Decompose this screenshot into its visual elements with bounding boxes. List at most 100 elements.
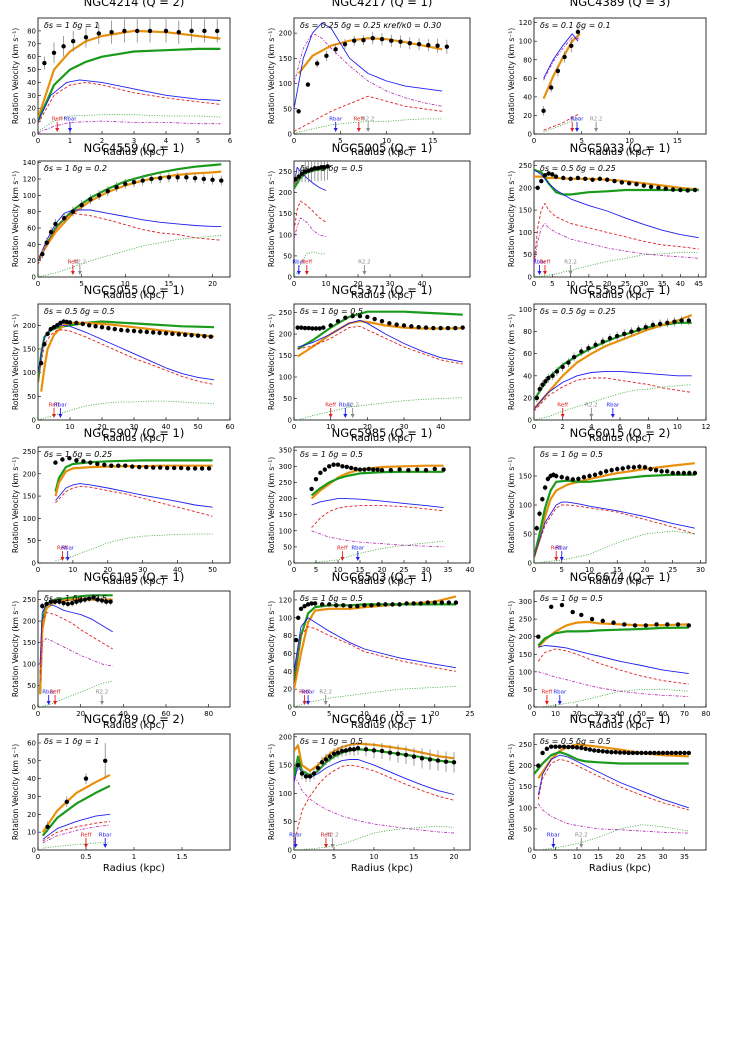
- data-point: [311, 771, 317, 776]
- y-tick-label: 50: [523, 686, 532, 694]
- x-tick-label: 3: [132, 137, 136, 145]
- radius-marker-label: Reff: [57, 546, 68, 552]
- radius-marker-arrow: [324, 844, 328, 848]
- radius-marker-arrow: [559, 557, 564, 561]
- data-point: [569, 43, 574, 49]
- data-point: [534, 395, 540, 401]
- chart-title: NGC5033 (Q = 1): [570, 141, 671, 155]
- data-point: [195, 333, 201, 338]
- data-point: [453, 325, 458, 331]
- data-point: [61, 215, 67, 221]
- data-point: [71, 39, 76, 44]
- data-point: [322, 467, 327, 472]
- y-tick-label: 20: [27, 105, 36, 113]
- y-tick-label: 120: [519, 19, 532, 27]
- data-point: [411, 754, 417, 759]
- series-line-dashdot_magenta: [38, 120, 221, 134]
- y-axis-label: Rotation Velocity (km s⁻¹): [507, 601, 516, 697]
- y-tick-label: 50: [27, 757, 36, 765]
- series-line-dotted_green: [543, 116, 581, 133]
- y-tick-label: 0: [32, 131, 36, 139]
- y-axis-label: Rotation Velocity (km s⁻¹): [507, 744, 516, 840]
- data-point: [342, 42, 348, 47]
- radius-marker-label: Reff: [321, 833, 332, 839]
- series-line-dotted_green: [55, 533, 213, 562]
- data-point: [78, 598, 83, 603]
- parameter-annotation: δs = 1 δg = 0.5: [300, 737, 363, 746]
- data-point: [119, 327, 124, 333]
- x-tick-label: 30: [138, 566, 147, 574]
- chart-panel: NGC5371 (Q = 1)0 10 20 30 40050100150200250R…: [267, 283, 471, 444]
- data-point: [536, 763, 541, 768]
- x-axis-label: Radius (kpc): [589, 576, 651, 587]
- parameter-annotation: δs = 1 δg = 0.5: [300, 307, 363, 316]
- chart-panel: NGC4214 (Q = 2)0 1 2 3 4 5 601020304050607080R…: [11, 0, 233, 158]
- data-point: [333, 47, 338, 52]
- x-axis-label: Radius (kpc): [351, 290, 413, 301]
- data-point: [672, 319, 677, 324]
- data-point: [537, 511, 542, 516]
- series-line-dashdot_magenta: [294, 32, 443, 107]
- chart-panel: NGC5055 (Q = 1)0 10 20 30 40 50 60050100150200…: [11, 283, 234, 444]
- chart-panel: NGC6789 (Q = 2) 0 0.5 1 1.5 0 10 20 30 40 50 60 Radi…: [11, 712, 231, 874]
- series-line-dashed_red: [294, 626, 456, 681]
- series-line-newtonian_blue: [38, 79, 221, 122]
- x-axis-label: Radius (kpc): [351, 147, 413, 158]
- y-tick-label: 50: [523, 251, 532, 259]
- y-tick-label: 200: [279, 733, 292, 741]
- y-tick-label: 140: [23, 159, 36, 167]
- data-point: [570, 744, 575, 750]
- y-tick-label: 10: [27, 829, 36, 837]
- chart-title: NGC5585 (Q = 1): [570, 283, 671, 297]
- data-point: [571, 354, 577, 360]
- data-point: [678, 750, 683, 756]
- data-point: [343, 748, 349, 753]
- data-point: [55, 323, 60, 328]
- series-line-model_green: [54, 459, 213, 492]
- data-point: [679, 318, 684, 323]
- radius-marker-label: Rbar: [289, 833, 303, 839]
- radius-marker-arrow: [350, 414, 355, 418]
- parameter-annotation: δs = 1 δg = 0.5: [44, 594, 107, 603]
- y-tick-label: 0: [32, 274, 36, 282]
- y-tick-label: 200: [279, 30, 292, 38]
- data-point: [65, 601, 71, 607]
- radius-marker-arrow: [579, 844, 584, 848]
- data-point: [39, 360, 44, 366]
- data-point: [355, 603, 360, 609]
- radius-marker-arrow: [537, 271, 542, 275]
- data-point: [296, 109, 301, 114]
- plot-frame: [37, 160, 231, 278]
- data-point: [586, 345, 591, 351]
- data-point: [295, 762, 301, 768]
- data-point: [549, 744, 554, 749]
- data-point: [202, 28, 207, 34]
- x-tick-label: 10: [625, 137, 634, 145]
- data-point: [619, 180, 625, 185]
- data-point: [144, 464, 149, 470]
- series-line-dashdot_magenta: [294, 217, 327, 240]
- data-point: [583, 746, 588, 751]
- chart-title: NGC5371 (Q = 1): [332, 283, 433, 297]
- radius-marker-label: R2.2: [346, 403, 359, 409]
- data-point: [550, 172, 555, 177]
- y-tick-label: 0: [528, 560, 532, 568]
- data-point: [423, 325, 429, 330]
- data-point: [665, 622, 670, 627]
- x-tick-label: 10: [121, 280, 130, 288]
- radius-marker-arrow: [589, 414, 594, 418]
- series-line-dashed_red: [55, 485, 213, 517]
- radius-marker-arrow: [568, 271, 573, 275]
- series-line-dashdot_magenta: [39, 637, 113, 682]
- data-point: [138, 329, 143, 334]
- parameter-annotation: δs = 1 δg = 1: [44, 737, 99, 746]
- series-line-dotted_green: [294, 686, 456, 707]
- y-tick-label: 60: [523, 75, 532, 83]
- data-point: [635, 750, 640, 756]
- y-tick-label: 100: [279, 614, 292, 622]
- data-point: [398, 39, 403, 44]
- radius-marker-arrow: [65, 557, 70, 561]
- data-point: [590, 177, 595, 182]
- data-point: [397, 602, 402, 607]
- series-line-newtonian_blue: [294, 617, 456, 672]
